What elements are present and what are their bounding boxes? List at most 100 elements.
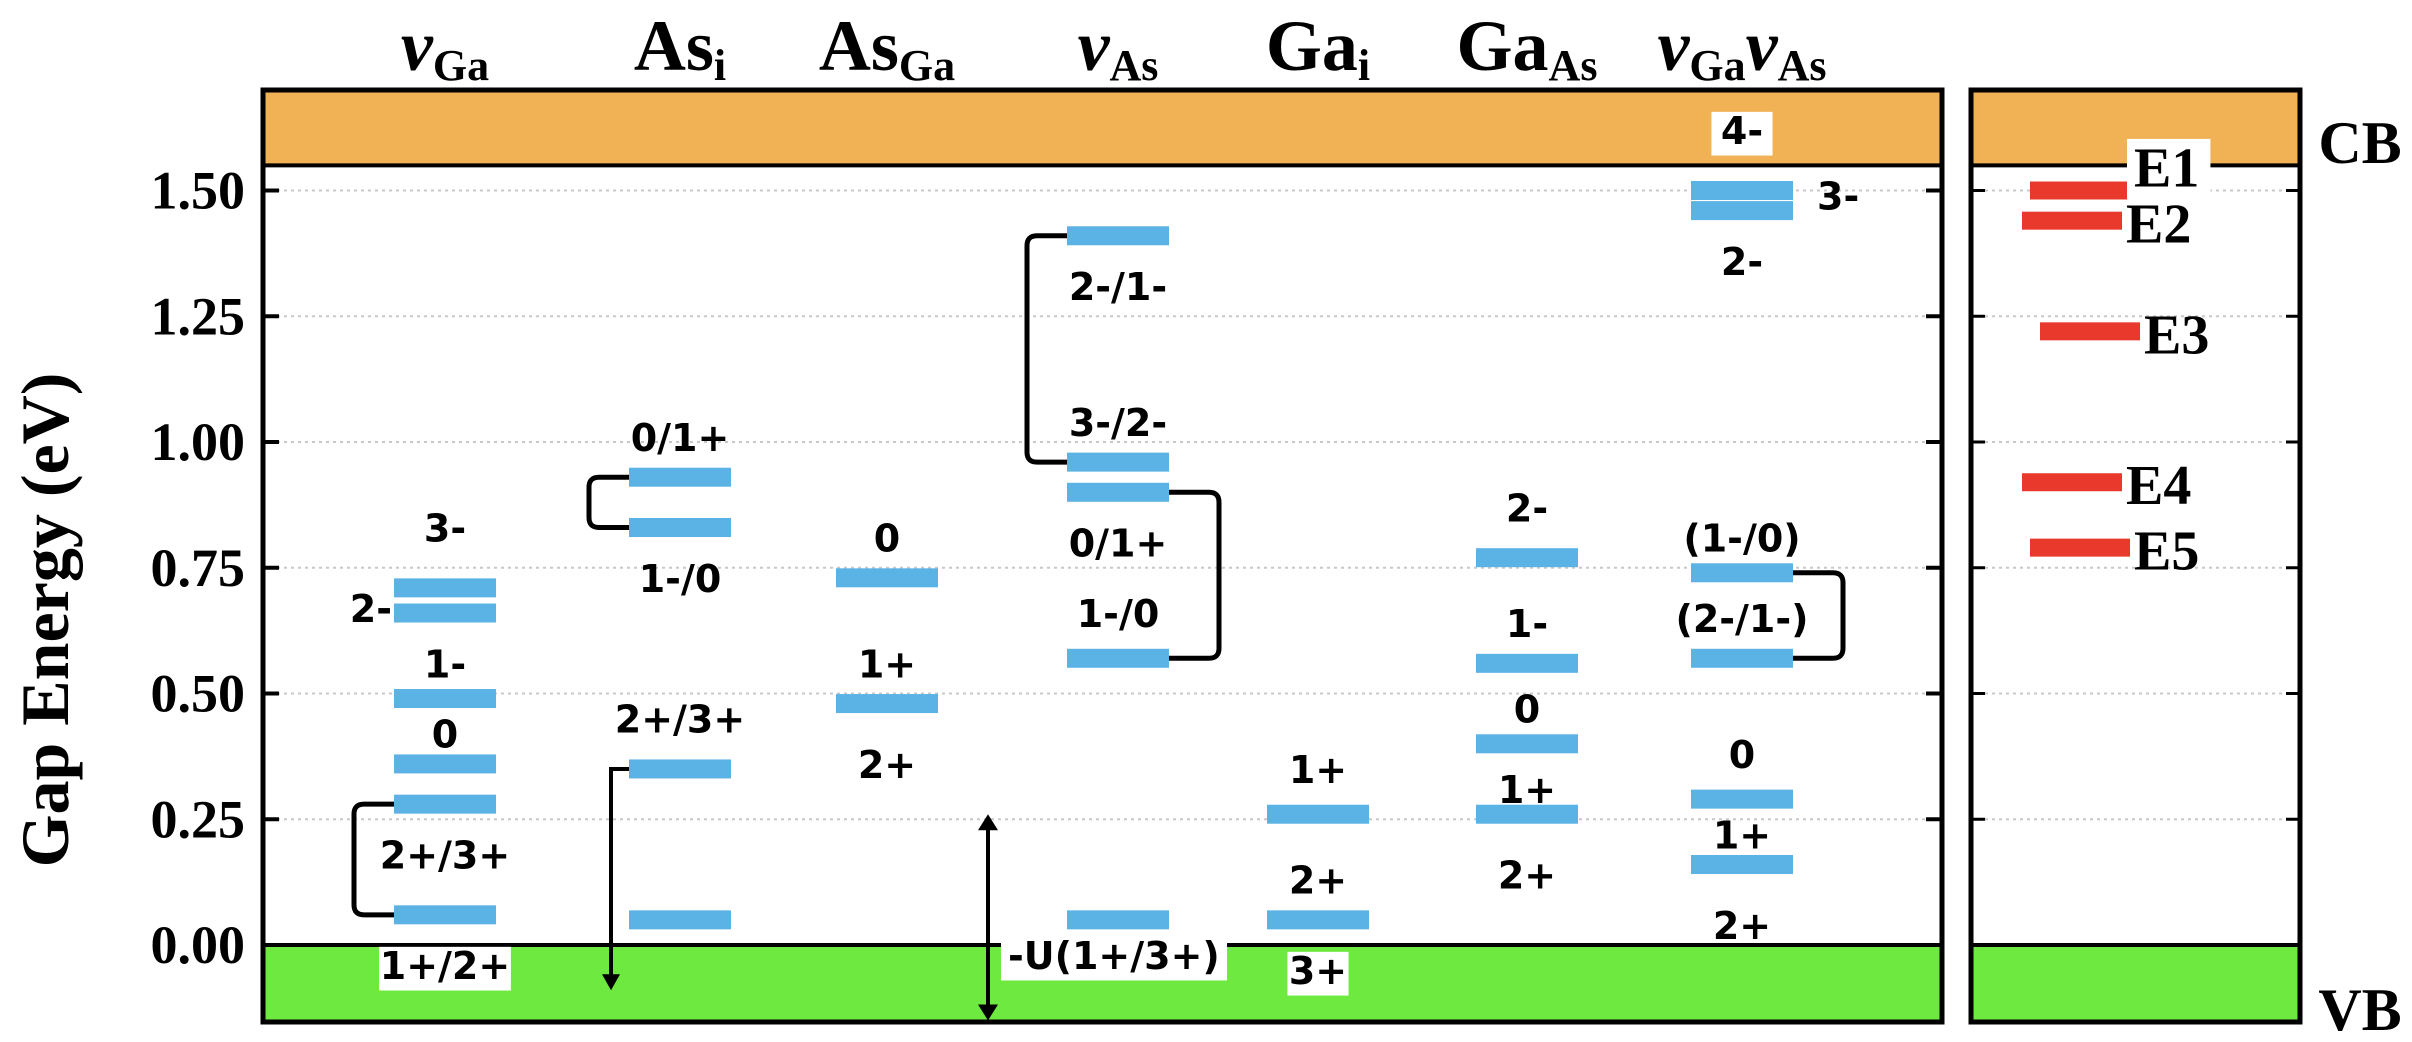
defect-level-bar <box>1691 201 1793 221</box>
trap-level-bar <box>2030 538 2130 557</box>
column-title: AsGa <box>819 6 955 90</box>
defect-level-bar <box>394 905 496 925</box>
defect-level-bar <box>1267 804 1369 824</box>
defect-level-bar <box>1067 482 1169 502</box>
charge-state-label: 3- <box>1817 175 1859 219</box>
charge-state-label: 0 <box>874 517 900 561</box>
valence-band-side <box>1971 945 2300 1022</box>
defect-level-bar <box>1067 648 1169 668</box>
level-bracket <box>586 474 629 531</box>
conduction-band-main <box>263 90 1942 166</box>
charge-state-label: 2+/3+ <box>615 698 745 742</box>
defect-level-bar <box>1476 548 1578 568</box>
defect-level-bar <box>1067 452 1169 472</box>
trap-level-bar <box>2040 322 2140 341</box>
defect-level-bar <box>629 759 731 779</box>
column-title: Asi <box>634 6 726 90</box>
negative-u-arrowhead-top <box>978 814 998 831</box>
defect-level-bar <box>1691 563 1793 583</box>
charge-state-label: 3- <box>424 507 466 551</box>
transition-arrowhead <box>602 974 620 991</box>
charge-state-label: 2+/3+ <box>380 833 510 877</box>
charge-state-label: 2+ <box>1289 859 1347 903</box>
trap-label: E4 <box>2126 455 2191 517</box>
defect-level-bar <box>1067 910 1169 930</box>
charge-state-label: 0/1+ <box>631 416 730 460</box>
charge-state-label: 1+/2+ <box>380 944 510 988</box>
charge-state-label: 2- <box>350 587 392 631</box>
charge-state-label: 2+ <box>1498 854 1556 898</box>
defect-level-bar <box>1691 855 1793 875</box>
charge-state-label: 1+ <box>858 642 916 686</box>
trap-label: E3 <box>2144 304 2209 366</box>
defect-level-bar <box>836 694 938 714</box>
cb-label: CB <box>2318 110 2401 176</box>
defect-level-bar <box>1476 734 1578 754</box>
defect-level-bar <box>836 568 938 588</box>
defect-level-bar <box>1691 181 1793 200</box>
charge-state-label: 1- <box>1506 602 1548 646</box>
defect-level-bar <box>629 518 731 538</box>
charge-state-label: 1+ <box>1713 813 1771 857</box>
trap-level-bar <box>2022 473 2122 492</box>
defect-level-bar <box>394 603 496 623</box>
charge-state-label-box <box>379 946 511 991</box>
defect-level-bar <box>629 467 731 487</box>
charge-state-label: 3-/2- <box>1069 401 1167 445</box>
y-tick-label: 1.50 <box>151 161 246 221</box>
defect-level-bar <box>394 754 496 774</box>
negative-u-arrowhead-bottom <box>978 1004 998 1021</box>
y-tick-label: 0.50 <box>151 664 246 724</box>
y-tick-label: 0.00 <box>151 915 246 975</box>
trap-label: E2 <box>2126 194 2191 256</box>
charge-state-label: 1-/0 <box>1077 592 1160 636</box>
charge-state-label: 0 <box>1729 733 1755 777</box>
charge-state-label: (1-/0) <box>1683 517 1800 561</box>
charge-state-label: 2- <box>1721 240 1763 284</box>
charge-state-label: 1-/0 <box>639 557 722 601</box>
charge-state-label: 3+ <box>1289 949 1347 993</box>
trap-label-box <box>2127 138 2211 204</box>
defect-level-bar <box>1476 653 1578 673</box>
charge-state-label-box <box>1711 111 1773 156</box>
defect-level-bar <box>394 689 496 709</box>
charge-state-label-box <box>1001 936 1228 981</box>
charge-state-label-box <box>1287 951 1349 996</box>
defect-level-bar <box>1476 804 1578 824</box>
charge-state-label: 0 <box>1514 688 1540 732</box>
charge-state-label: -U(1+/3+) <box>1008 934 1220 978</box>
y-tick-label: 0.75 <box>151 538 246 598</box>
column-title: Gai <box>1266 6 1370 90</box>
defect-level-bar <box>394 794 496 814</box>
y-tick-label: 0.25 <box>151 789 246 849</box>
charge-state-label: 2+ <box>858 743 916 787</box>
charge-state-label: 1- <box>424 642 466 686</box>
main-frame <box>260 87 1945 1025</box>
column-title: vGavAs <box>1657 6 1826 90</box>
column-title: vAs <box>1078 6 1159 90</box>
level-bracket <box>351 801 394 918</box>
trap-label: E5 <box>2134 521 2199 583</box>
column-title: GaAs <box>1457 6 1598 90</box>
charge-state-label: 2- <box>1506 486 1548 530</box>
charge-state-label: 2+ <box>1713 904 1771 948</box>
level-bracket <box>1793 570 1846 661</box>
defect-level-bar <box>1691 789 1793 809</box>
trap-label: E1 <box>2134 138 2199 200</box>
charge-state-label: 4- <box>1721 109 1763 153</box>
defect-level-bar <box>394 578 496 598</box>
side-frame <box>1968 87 2303 1025</box>
y-tick-label: 1.25 <box>151 286 246 346</box>
y-axis-label: Gap Energy (eV) <box>7 373 83 868</box>
charge-state-label: (2-/1-) <box>1675 597 1808 641</box>
defect-level-bar <box>629 910 731 930</box>
charge-state-label: 1+ <box>1289 748 1347 792</box>
trap-level-bar <box>2022 211 2122 230</box>
y-tick-label: 1.00 <box>151 412 246 472</box>
charge-state-label: 2-/1- <box>1069 265 1167 309</box>
charge-state-label: 1+ <box>1498 768 1556 812</box>
level-bracket <box>1169 489 1222 661</box>
column-title: vGa <box>401 6 489 90</box>
trap-level-bar <box>2030 181 2130 200</box>
